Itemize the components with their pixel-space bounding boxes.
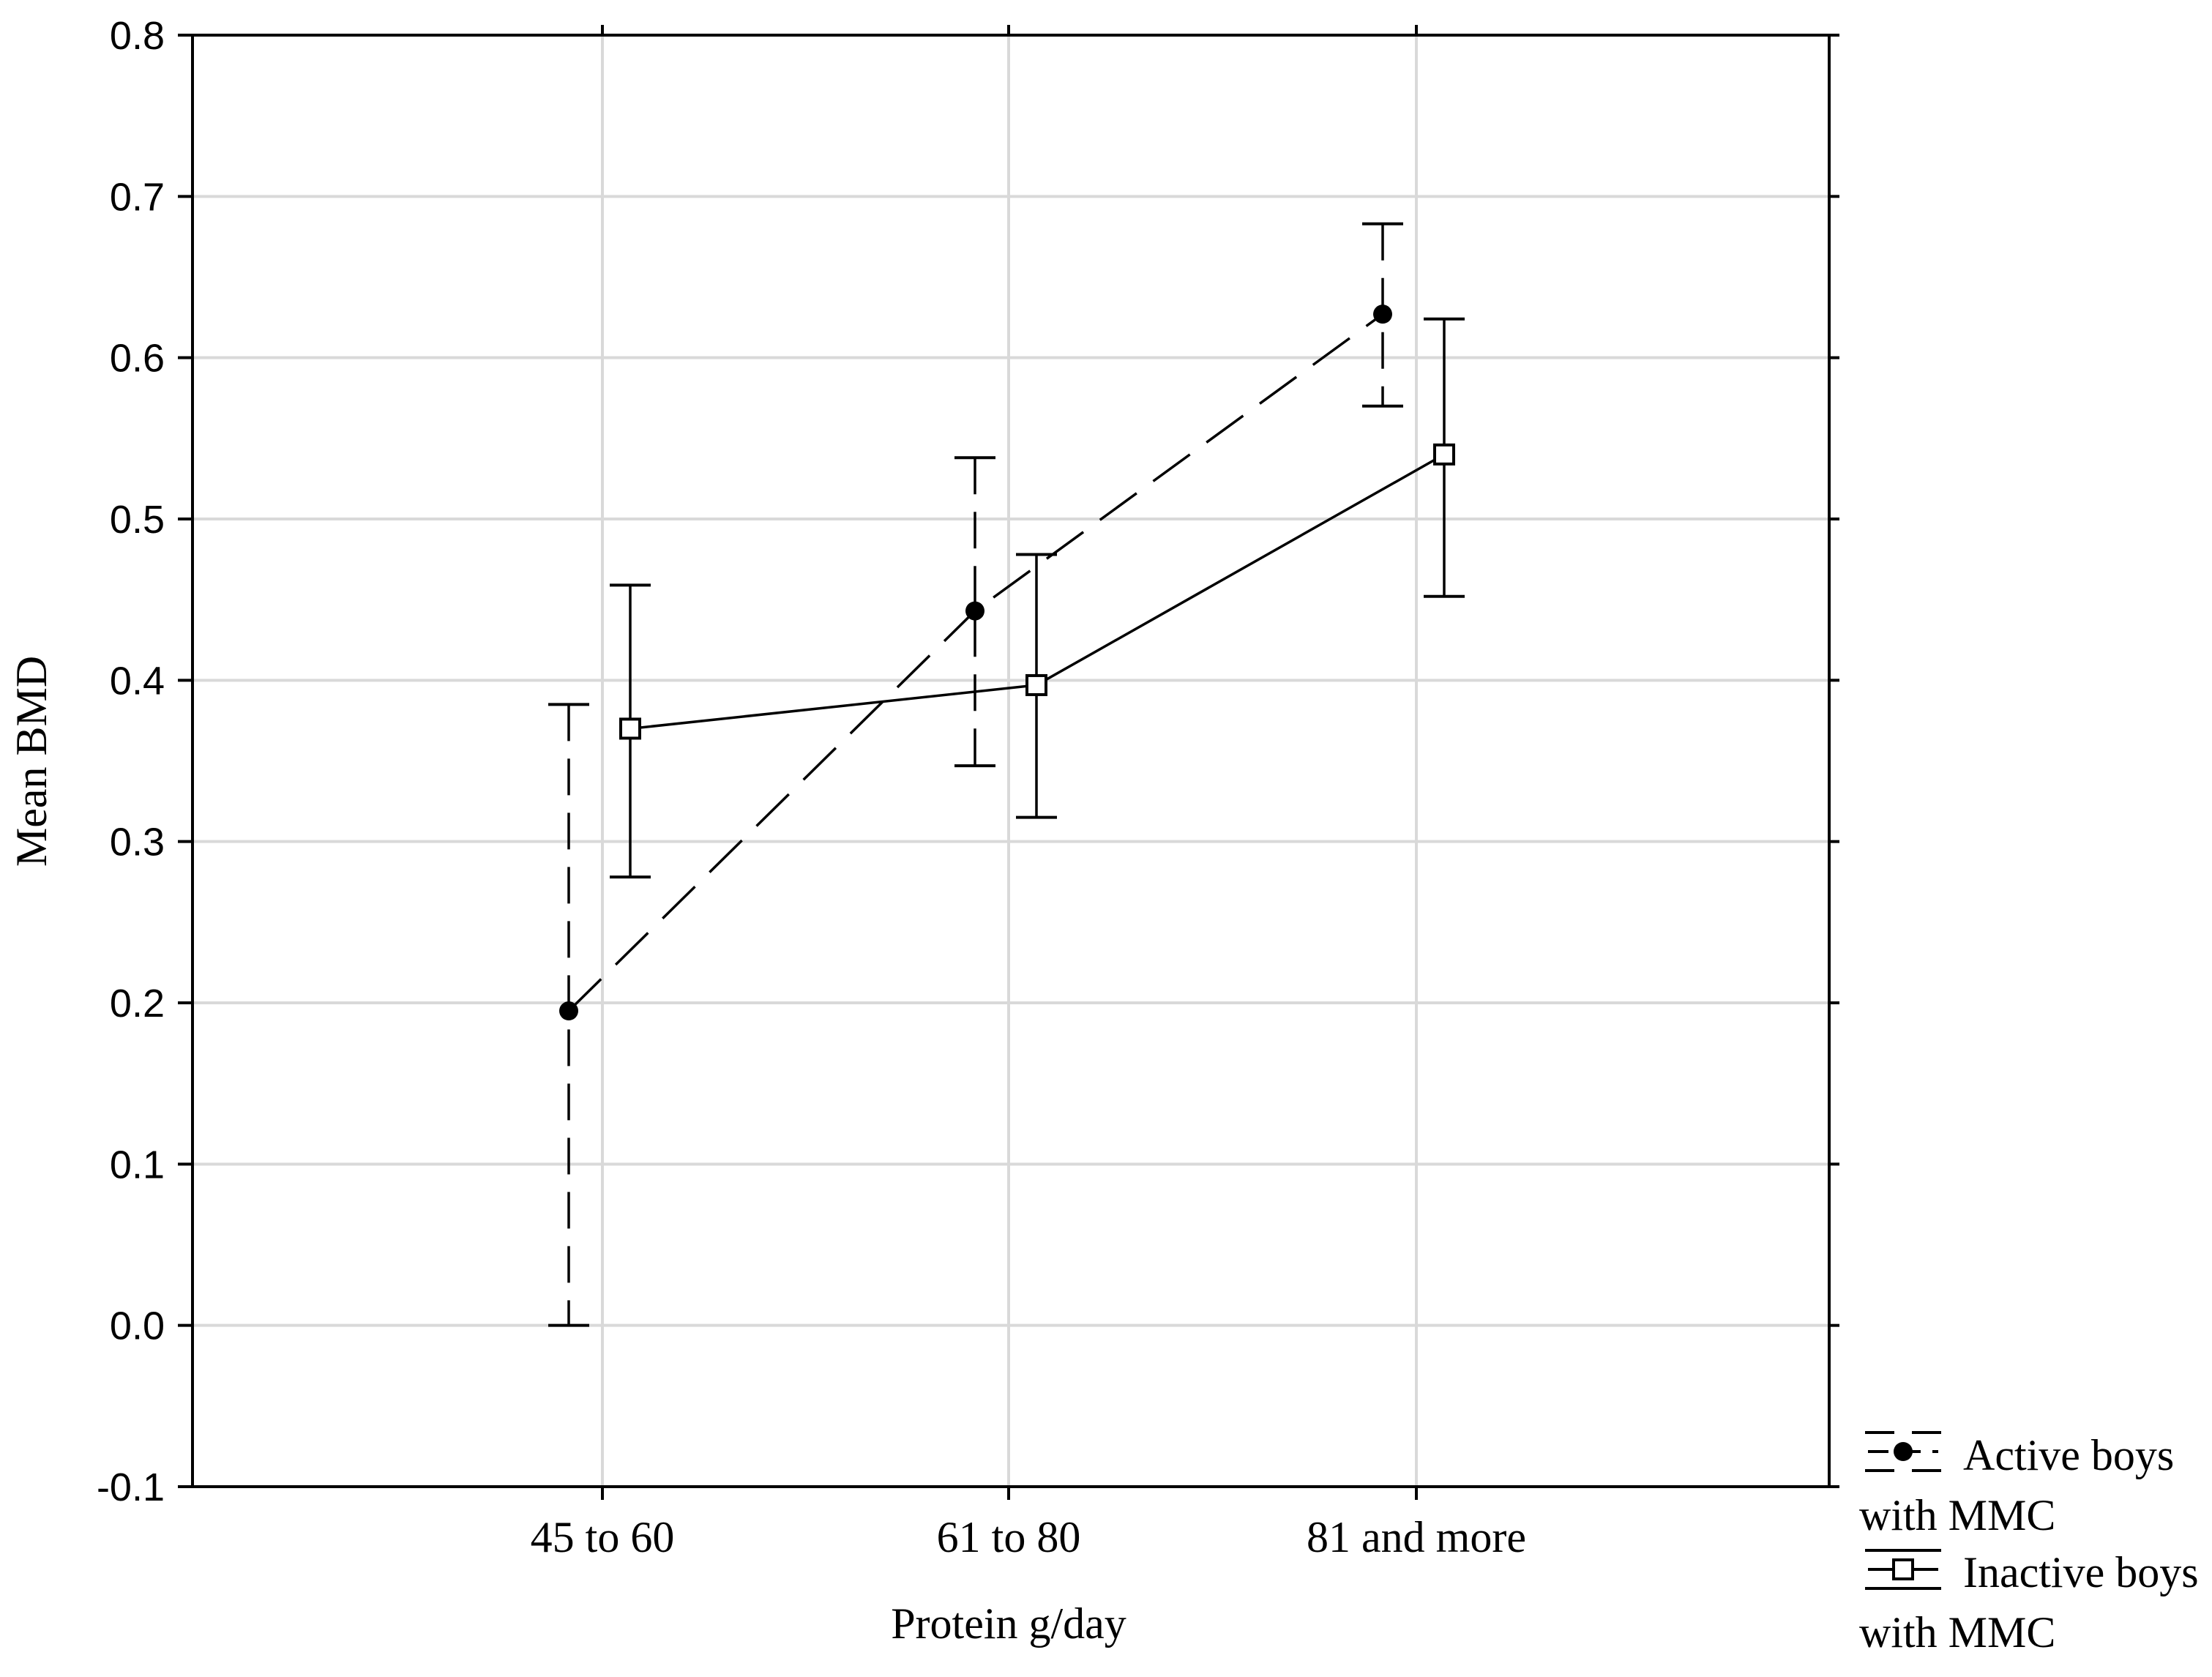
data-point <box>619 717 641 740</box>
y-tick-label: 0.6 <box>110 337 165 381</box>
series-inactive <box>610 317 1465 879</box>
y-axis-title: Mean BMD <box>7 656 56 867</box>
legend-item-inactive: Inactive boys with MMC <box>1859 1548 2199 1657</box>
x-axis: 45 to 60 61 to 80 81 and more <box>531 25 1526 1561</box>
data-point <box>559 1001 578 1021</box>
legend-label-active-line2: with MMC <box>1859 1491 2055 1539</box>
data-point <box>1025 673 1047 696</box>
y-tick-label: 0.8 <box>110 14 165 58</box>
legend: Active boys with MMC Inactive boys with … <box>1859 1431 2199 1657</box>
series-active <box>548 222 1403 1327</box>
y-axis: -0.1 0.0 0.1 0.2 0.3 0.4 0.5 0.6 0.7 0.8 <box>97 14 1839 1509</box>
x-tick-label: 61 to 80 <box>937 1513 1081 1561</box>
y-tick-label: -0.1 <box>97 1465 165 1509</box>
legend-symbol-active <box>1865 1431 1941 1472</box>
legend-label-inactive-line2: with MMC <box>1859 1608 2055 1657</box>
data-point <box>1373 305 1392 324</box>
y-tick-label: 0.2 <box>110 982 165 1026</box>
grid-lines <box>193 35 1829 1487</box>
data-point <box>1433 443 1455 466</box>
legend-label-inactive-line1: Inactive boys <box>1963 1548 2199 1596</box>
y-tick-label: 0.0 <box>110 1304 165 1348</box>
y-tick-label: 0.7 <box>110 175 165 219</box>
legend-symbol-inactive <box>1865 1549 1941 1590</box>
data-point <box>965 601 984 621</box>
y-tick-label: 0.1 <box>110 1143 165 1187</box>
x-tick-label: 81 and more <box>1307 1513 1526 1561</box>
series-layer <box>548 222 1465 1327</box>
legend-item-active: Active boys with MMC <box>1859 1431 2174 1539</box>
x-tick-label: 45 to 60 <box>531 1513 675 1561</box>
plot-frame <box>191 34 1831 1488</box>
y-tick-label: 0.4 <box>110 659 165 703</box>
x-axis-title: Protein g/day <box>891 1599 1126 1648</box>
y-tick-label: 0.5 <box>110 498 165 542</box>
legend-label-active-line1: Active boys <box>1963 1431 2174 1479</box>
y-tick-label: 0.3 <box>110 821 165 864</box>
